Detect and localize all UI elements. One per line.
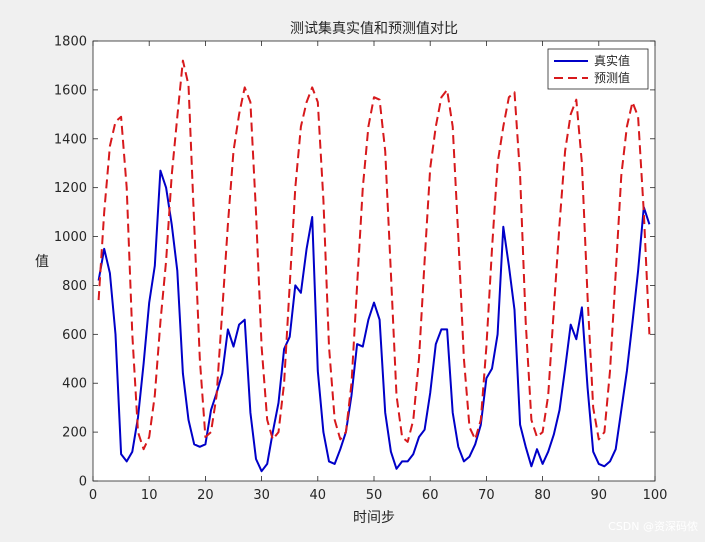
- x-tick-label: 70: [478, 488, 495, 503]
- series-line-pred: [97, 59, 651, 451]
- y-tick-label: 0: [79, 475, 87, 490]
- series-layer: [97, 59, 651, 473]
- series-line-true: [97, 169, 651, 473]
- legend-box: [547, 48, 649, 90]
- legend-label-true: 真实值: [594, 53, 630, 68]
- x-axis-title: 时间步: [353, 510, 395, 526]
- x-tick-label: 100: [643, 488, 668, 503]
- x-tick-label: 50: [366, 488, 383, 503]
- y-tick-label: 1000: [54, 230, 87, 245]
- x-tick-label: 30: [253, 488, 270, 503]
- y-tick-label: 1200: [54, 181, 87, 196]
- legend-label-pred: 预测值: [594, 70, 630, 85]
- chart-title: 测试集真实值和预测值对比: [290, 20, 458, 37]
- y-tick-label: 1400: [54, 132, 87, 147]
- y-tick-label: 200: [62, 426, 87, 441]
- plot-area: [93, 41, 655, 481]
- y-tick-label: 1600: [54, 83, 87, 98]
- x-tick-label: 60: [422, 488, 439, 503]
- x-tick-label: 90: [591, 488, 608, 503]
- y-axis-title: 值: [35, 254, 49, 270]
- x-tick-label: 10: [141, 488, 158, 503]
- y-tick-label: 1800: [54, 35, 87, 50]
- legend: 真实值 预测值: [547, 48, 649, 90]
- watermark: CSDN @资深码侬: [608, 520, 698, 533]
- y-axis: 0 200 400 600 800 1000 1200 1400 1600 1800: [54, 35, 655, 490]
- x-tick-label: 40: [310, 488, 327, 503]
- x-tick-label: 80: [534, 488, 551, 503]
- y-tick-label: 400: [62, 377, 87, 392]
- y-tick-label: 600: [62, 328, 87, 343]
- x-axis: 0 10 20 30 40 50 60 70 80 90 100: [89, 41, 668, 503]
- x-tick-label: 20: [197, 488, 214, 503]
- x-tick-label: 0: [89, 488, 97, 503]
- y-tick-label: 800: [62, 279, 87, 294]
